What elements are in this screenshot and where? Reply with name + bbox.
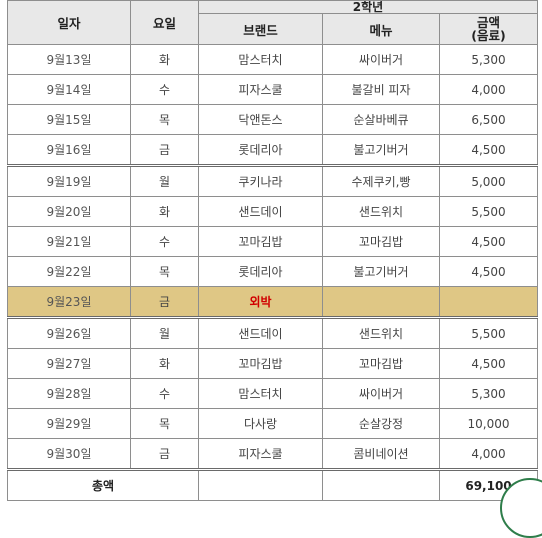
cell-amount[interactable] (439, 286, 538, 318)
cell-amount[interactable]: 4,000 (439, 74, 538, 105)
cell-weekday[interactable]: 금 (130, 286, 199, 318)
cell-amount[interactable]: 5,300 (439, 378, 538, 409)
table-row: 9월27일 화 꼬마김밥 꼬마김밥 4,500 (7, 348, 538, 379)
cell-amount[interactable]: 5,300 (439, 44, 538, 75)
cell-date[interactable]: 9월20일 (7, 196, 131, 227)
cell-menu[interactable]: 순살바베큐 (322, 104, 440, 135)
cell-date[interactable]: 9월27일 (7, 348, 131, 379)
header-amount-label: 금액 (음료) (471, 15, 506, 43)
cell-brand[interactable]: 외박 (198, 286, 323, 318)
cell-amount[interactable]: 10,000 (439, 408, 538, 439)
table-body: 9월13일 화 맘스터치 싸이버거 5,300 9월14일 수 피자스쿨 불갈비 피자 4,000… (7, 44, 538, 470)
table-row: 9월28일 수 맘스터치 싸이버거 5,300 (7, 378, 538, 409)
header-grade-group[interactable]: 2학년 (198, 0, 538, 14)
cell-date[interactable]: 9월28일 (7, 378, 131, 409)
table-row: 9월19일 월 쿠키나라 수제쿠키,빵 5,000 (7, 164, 538, 197)
cell-amount[interactable]: 4,500 (439, 134, 538, 166)
cell-amount[interactable]: 4,500 (439, 226, 538, 257)
cell-amount[interactable]: 6,500 (439, 104, 538, 135)
table-row: 9월21일 수 꼬마김밥 꼬마김밥 4,500 (7, 226, 538, 257)
cell-brand[interactable]: 피자스쿨 (198, 438, 323, 470)
table-row: 9월23일 금 외박 (7, 286, 538, 318)
cell-brand[interactable]: 샌드데이 (198, 316, 323, 349)
cell-menu[interactable]: 콤비네이션 (322, 438, 440, 470)
header-weekday[interactable]: 요일 (130, 0, 199, 45)
cell-brand[interactable]: 롯데리아 (198, 256, 323, 287)
cell-weekday[interactable]: 목 (130, 256, 199, 287)
cell-amount[interactable]: 4,000 (439, 438, 538, 470)
cell-weekday[interactable]: 화 (130, 196, 199, 227)
cell-brand[interactable]: 맘스터치 (198, 378, 323, 409)
cell-date[interactable]: 9월19일 (7, 164, 131, 197)
cell-menu[interactable]: 불고기버거 (322, 256, 440, 287)
table-row: 9월29일 목 다사랑 순살강정 10,000 (7, 408, 538, 439)
cell-date[interactable]: 9월13일 (7, 44, 131, 75)
total-empty-brand[interactable] (198, 468, 323, 501)
cell-weekday[interactable]: 수 (130, 226, 199, 257)
cell-brand[interactable]: 샌드데이 (198, 196, 323, 227)
cell-date[interactable]: 9월26일 (7, 316, 131, 349)
cell-brand[interactable]: 닥앤돈스 (198, 104, 323, 135)
cell-menu[interactable]: 불갈비 피자 (322, 74, 440, 105)
cell-date[interactable]: 9월16일 (7, 134, 131, 166)
lunch-schedule-table: 일자 요일 2학년 브랜드 메뉴 금액 (음료) 9월13일 화 맘스터치 싸이버거 5… (7, 0, 538, 501)
cell-brand[interactable]: 피자스쿨 (198, 74, 323, 105)
cell-weekday[interactable]: 월 (130, 164, 199, 197)
table-row: 9월26일 월 샌드데이 샌드위치 5,500 (7, 316, 538, 349)
cell-menu[interactable]: 순살강정 (322, 408, 440, 439)
cell-weekday[interactable]: 목 (130, 104, 199, 135)
table-row: 9월16일 금 롯데리아 불고기버거 4,500 (7, 134, 538, 166)
cell-menu[interactable] (322, 286, 440, 318)
cell-menu[interactable]: 싸이버거 (322, 378, 440, 409)
cell-weekday[interactable]: 수 (130, 378, 199, 409)
table-row: 9월20일 화 샌드데이 샌드위치 5,500 (7, 196, 538, 227)
cell-brand[interactable]: 꼬마김밥 (198, 226, 323, 257)
table-row: 9월22일 목 롯데리아 불고기버거 4,500 (7, 256, 538, 287)
cell-menu[interactable]: 꼬마김밥 (322, 348, 440, 379)
cell-menu[interactable]: 꼬마김밥 (322, 226, 440, 257)
total-label[interactable]: 총액 (7, 468, 199, 501)
header-date[interactable]: 일자 (7, 0, 131, 45)
header-brand[interactable]: 브랜드 (198, 13, 323, 45)
table-row: 9월15일 목 닥앤돈스 순살바베큐 6,500 (7, 104, 538, 135)
table-row: 9월13일 화 맘스터치 싸이버거 5,300 (7, 44, 538, 75)
cell-amount[interactable]: 4,500 (439, 256, 538, 287)
cell-amount[interactable]: 4,500 (439, 348, 538, 379)
cell-menu[interactable]: 수제쿠키,빵 (322, 164, 440, 197)
cell-date[interactable]: 9월15일 (7, 104, 131, 135)
cell-weekday[interactable]: 목 (130, 408, 199, 439)
cell-weekday[interactable]: 수 (130, 74, 199, 105)
cell-brand[interactable]: 다사랑 (198, 408, 323, 439)
cell-weekday[interactable]: 금 (130, 438, 199, 470)
cell-menu[interactable]: 샌드위치 (322, 196, 440, 227)
header-menu[interactable]: 메뉴 (322, 13, 440, 45)
cell-amount[interactable]: 5,500 (439, 196, 538, 227)
cell-date[interactable]: 9월21일 (7, 226, 131, 257)
cell-weekday[interactable]: 화 (130, 348, 199, 379)
cell-brand[interactable]: 꼬마김밥 (198, 348, 323, 379)
cell-date[interactable]: 9월30일 (7, 438, 131, 470)
cell-weekday[interactable]: 화 (130, 44, 199, 75)
cell-menu[interactable]: 싸이버거 (322, 44, 440, 75)
cell-menu[interactable]: 불고기버거 (322, 134, 440, 166)
table-row: 9월14일 수 피자스쿨 불갈비 피자 4,000 (7, 74, 538, 105)
cell-brand[interactable]: 롯데리아 (198, 134, 323, 166)
cell-weekday[interactable]: 금 (130, 134, 199, 166)
table-row: 9월30일 금 피자스쿨 콤비네이션 4,000 (7, 438, 538, 470)
header-amount[interactable]: 금액 (음료) (439, 13, 538, 45)
cell-menu[interactable]: 샌드위치 (322, 316, 440, 349)
cell-weekday[interactable]: 월 (130, 316, 199, 349)
cell-brand[interactable]: 맘스터치 (198, 44, 323, 75)
cell-brand[interactable]: 쿠키나라 (198, 164, 323, 197)
cell-date[interactable]: 9월22일 (7, 256, 131, 287)
cell-date[interactable]: 9월23일 (7, 286, 131, 318)
total-empty-menu[interactable] (322, 468, 440, 501)
cell-amount[interactable]: 5,500 (439, 316, 538, 349)
cell-date[interactable]: 9월14일 (7, 74, 131, 105)
cell-amount[interactable]: 5,000 (439, 164, 538, 197)
cell-date[interactable]: 9월29일 (7, 408, 131, 439)
